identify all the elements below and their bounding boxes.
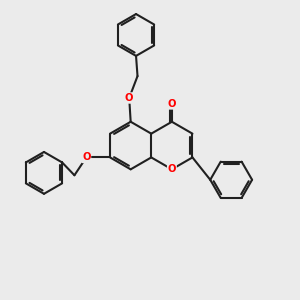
- Text: O: O: [82, 152, 91, 162]
- Text: O: O: [168, 164, 176, 174]
- Text: O: O: [168, 99, 176, 109]
- Text: O: O: [125, 93, 134, 103]
